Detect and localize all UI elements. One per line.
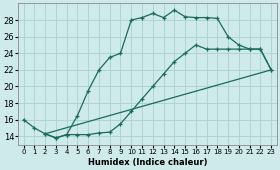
X-axis label: Humidex (Indice chaleur): Humidex (Indice chaleur)	[88, 158, 207, 167]
